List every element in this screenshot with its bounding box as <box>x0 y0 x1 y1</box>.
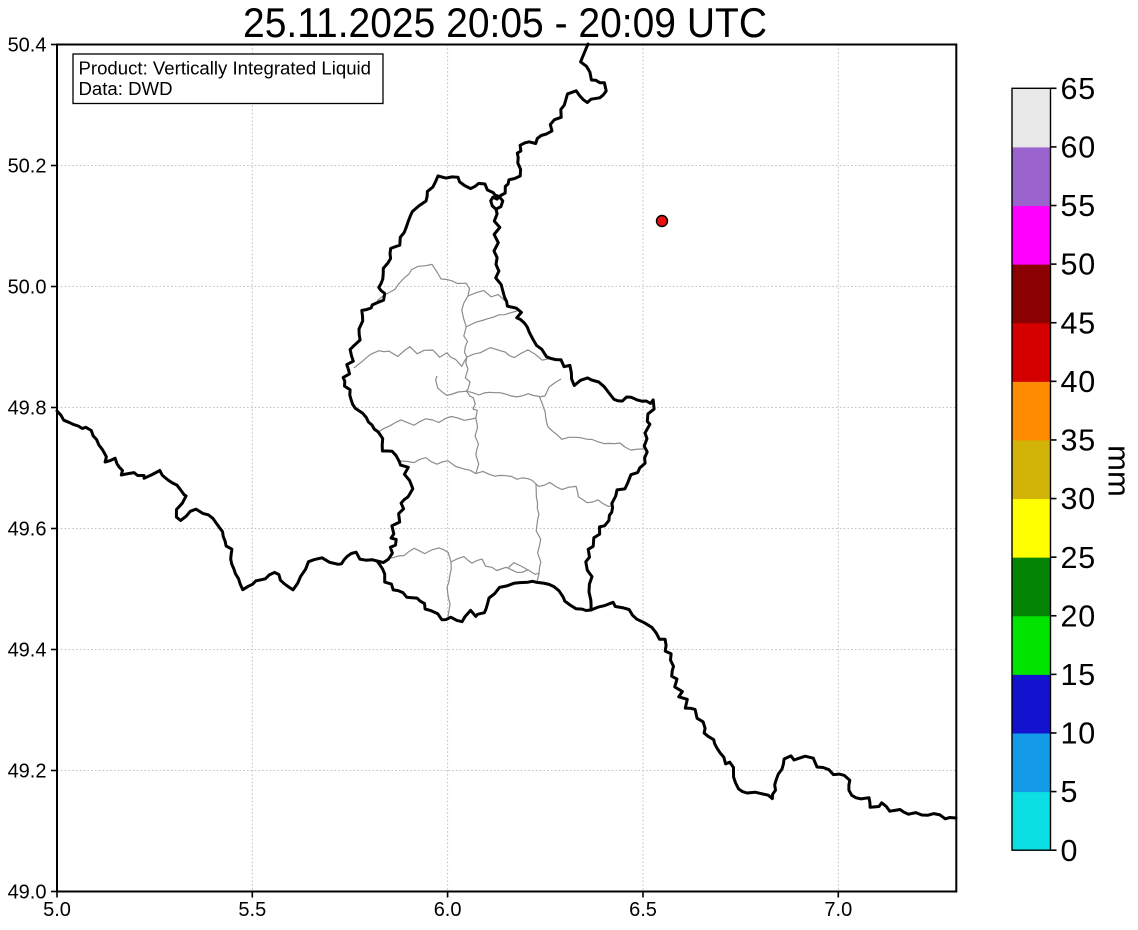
svg-text:7.0: 7.0 <box>824 899 852 921</box>
svg-text:20: 20 <box>1061 599 1097 633</box>
svg-text:45: 45 <box>1061 306 1097 340</box>
svg-text:5.0: 5.0 <box>43 899 71 921</box>
svg-text:Product: Vertically Integrated: Product: Vertically Integrated Liquid <box>79 58 372 79</box>
svg-text:10: 10 <box>1061 717 1097 751</box>
svg-text:55: 55 <box>1061 189 1097 223</box>
svg-text:mm: mm <box>1102 445 1137 497</box>
svg-text:25: 25 <box>1061 541 1097 575</box>
svg-text:5.5: 5.5 <box>238 899 266 921</box>
svg-text:6.5: 6.5 <box>629 899 657 921</box>
svg-text:65: 65 <box>1061 72 1097 106</box>
svg-text:50: 50 <box>1061 248 1097 282</box>
svg-text:6.0: 6.0 <box>434 899 462 921</box>
svg-text:49.2: 49.2 <box>8 760 47 782</box>
svg-text:35: 35 <box>1061 424 1097 458</box>
svg-text:49.8: 49.8 <box>8 397 47 419</box>
svg-text:49.4: 49.4 <box>8 639 47 661</box>
svg-text:49.0: 49.0 <box>8 881 47 903</box>
svg-text:40: 40 <box>1061 365 1097 399</box>
svg-text:49.6: 49.6 <box>8 518 47 540</box>
svg-text:5: 5 <box>1061 775 1079 809</box>
svg-text:25.11.2025 20:05 - 20:09 UTC: 25.11.2025 20:05 - 20:09 UTC <box>243 0 767 46</box>
svg-text:Data: DWD: Data: DWD <box>79 78 173 99</box>
svg-text:15: 15 <box>1061 658 1097 692</box>
svg-text:50.4: 50.4 <box>8 34 47 56</box>
svg-text:30: 30 <box>1061 482 1097 516</box>
svg-text:60: 60 <box>1061 131 1097 165</box>
svg-text:50.2: 50.2 <box>8 155 47 177</box>
svg-text:0: 0 <box>1061 834 1079 868</box>
svg-text:50.0: 50.0 <box>8 276 47 298</box>
